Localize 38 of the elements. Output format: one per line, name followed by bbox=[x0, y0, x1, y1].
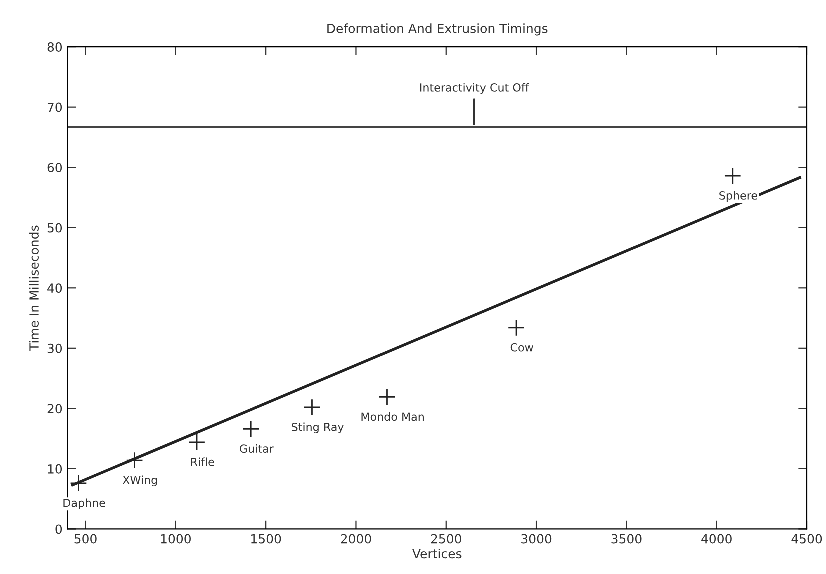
point bbox=[242, 420, 260, 438]
x-tick-label: 3000 bbox=[522, 534, 552, 544]
point bbox=[70, 474, 88, 492]
x-tick-label: 2000 bbox=[341, 534, 372, 544]
y-tick-label: 80 bbox=[48, 42, 62, 52]
x-tick-label: 2500 bbox=[431, 534, 462, 544]
y-tick-label: 20 bbox=[48, 404, 62, 414]
x-tick-label: 1500 bbox=[252, 534, 282, 544]
x-tick-label: 1000 bbox=[161, 534, 191, 544]
chart-title: Deformation And Extrusion Timings bbox=[328, 24, 548, 36]
annotation: Daphne bbox=[64, 498, 106, 510]
x-tick-label: 4500 bbox=[792, 534, 822, 544]
x-axis-title: Vertices bbox=[412, 548, 462, 559]
y-tick-label: 60 bbox=[48, 163, 62, 173]
annotation: Cow bbox=[510, 343, 534, 352]
y-tick-label: 50 bbox=[48, 223, 62, 233]
y-tick-label: 10 bbox=[48, 464, 62, 474]
y-tick-label: 30 bbox=[48, 344, 62, 354]
point bbox=[378, 388, 396, 406]
annotation: Rifle bbox=[191, 458, 214, 466]
annotation: XWing bbox=[122, 476, 158, 487]
point bbox=[188, 434, 206, 452]
annotation: Sting Ray bbox=[292, 422, 344, 434]
x-tick-label: 4000 bbox=[702, 534, 732, 544]
y-tick-label: 70 bbox=[48, 102, 62, 112]
annotation: Sphere bbox=[720, 191, 758, 202]
point bbox=[508, 319, 526, 337]
y-axis-title: Time In Milliseconds bbox=[29, 226, 39, 352]
x-tick-label: 3500 bbox=[612, 534, 642, 544]
annotation: Mondo Man bbox=[362, 412, 424, 422]
y-tick-label: 0 bbox=[56, 524, 62, 534]
x-tick-label: 500 bbox=[74, 534, 97, 544]
point bbox=[304, 398, 321, 416]
point bbox=[724, 167, 742, 185]
y-tick-label: 40 bbox=[48, 284, 62, 294]
annotation: Guitar bbox=[240, 444, 274, 454]
ref-line-label: Interactivity Cut Off bbox=[420, 83, 530, 94]
point bbox=[126, 452, 144, 470]
